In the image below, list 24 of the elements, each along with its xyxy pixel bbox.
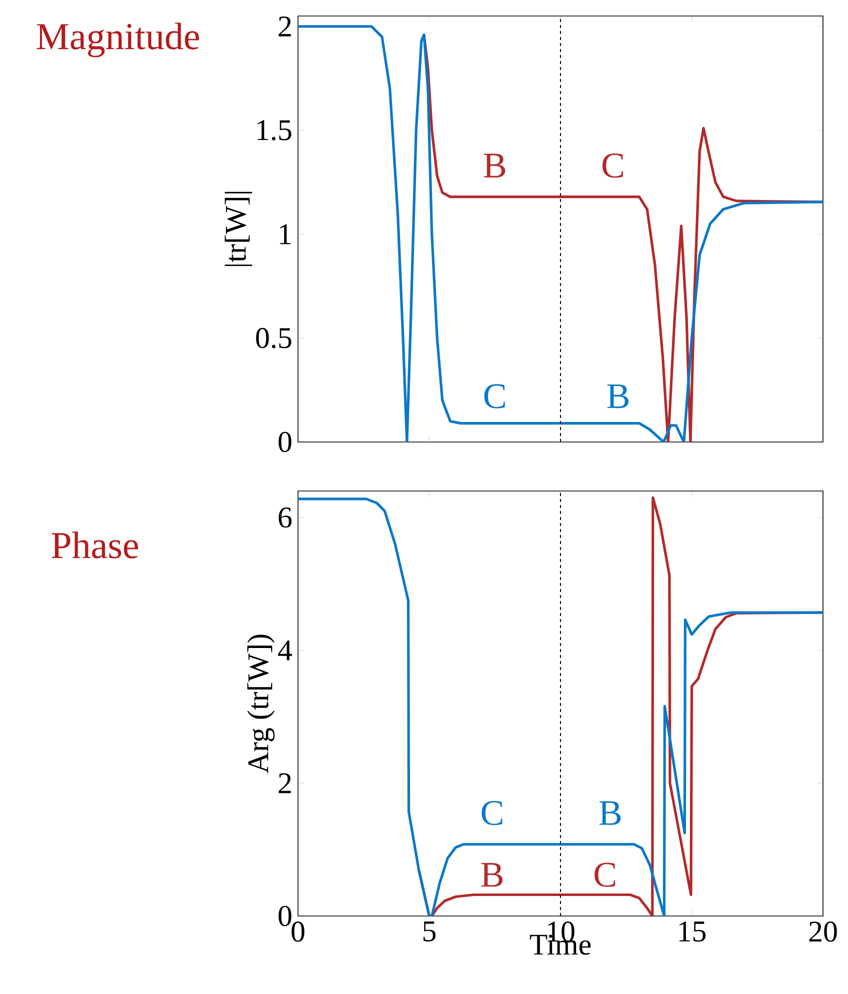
x-tick-label: 20 (809, 922, 837, 942)
y-axis-title: Arg (tr[W]) (247, 634, 275, 774)
text: Phase (52, 532, 138, 558)
y-tick-label: 2 (278, 16, 291, 36)
annotation: B (484, 154, 506, 178)
y-tick-label: 1 (280, 224, 291, 244)
chart-title: Magnitude (36, 22, 200, 58)
annotation: C (484, 384, 505, 408)
annotation: C (594, 862, 616, 887)
x-tick-label: 15 (679, 922, 706, 942)
y-tick-label: 4 (278, 640, 292, 660)
y-tick-label: 0 (278, 432, 292, 452)
y-tick-label: 0 (278, 906, 292, 926)
y-tick-label: 1.5 (258, 120, 292, 140)
annotation: B (481, 862, 502, 887)
annotation: C (482, 800, 502, 826)
annotation: C (602, 154, 624, 178)
y-axis-title: |tr[W]| (224, 192, 252, 266)
x-tick-label: 5 (423, 922, 436, 942)
annotation: B (599, 801, 621, 825)
annotation: B (607, 384, 628, 408)
y-tick-label: 6 (278, 507, 292, 528)
y-tick-label: 0.5 (256, 328, 292, 348)
y-tick-label: 2 (278, 773, 291, 794)
